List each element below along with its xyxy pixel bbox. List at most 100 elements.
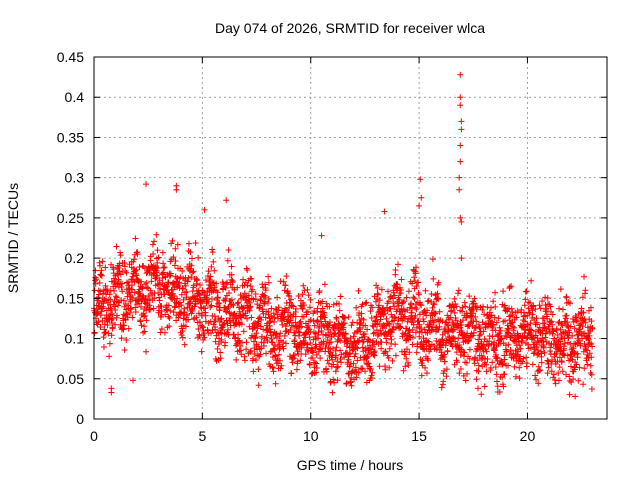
data-point [256, 314, 263, 321]
data-point [247, 348, 254, 355]
data-point [410, 319, 417, 326]
data-point [388, 336, 395, 343]
data-point [277, 330, 284, 337]
data-point [296, 332, 303, 339]
data-point [189, 255, 196, 262]
data-point [179, 328, 186, 335]
data-point [539, 335, 546, 342]
data-point [184, 278, 191, 285]
data-point [178, 331, 185, 338]
data-point [333, 315, 340, 322]
data-point [413, 349, 420, 356]
data-point [239, 311, 246, 318]
data-point [244, 315, 251, 322]
data-point [300, 282, 307, 289]
data-point [238, 321, 245, 328]
data-point [431, 310, 438, 317]
data-point [539, 298, 546, 305]
data-point [570, 376, 577, 383]
data-point [296, 329, 303, 336]
data-point [561, 340, 568, 347]
data-point [267, 326, 274, 333]
data-point [460, 372, 467, 379]
data-point [369, 304, 376, 311]
data-point [109, 325, 116, 332]
data-point [544, 370, 551, 377]
data-point [500, 383, 507, 390]
data-point [316, 288, 323, 294]
data-point [291, 340, 298, 347]
data-point [443, 366, 450, 373]
data-point [450, 304, 457, 311]
data-point [501, 356, 508, 363]
data-point [187, 265, 194, 272]
data-point [546, 329, 553, 336]
data-point [577, 342, 584, 349]
data-point [505, 362, 512, 369]
data-point [348, 382, 355, 389]
data-point [306, 304, 313, 311]
data-point [518, 306, 525, 313]
data-point [243, 346, 250, 353]
data-point [160, 269, 167, 276]
data-point [210, 258, 217, 265]
data-point [280, 339, 287, 346]
data-point [480, 303, 487, 310]
data-point [508, 283, 515, 290]
data-point [376, 297, 383, 304]
data-point [328, 339, 335, 346]
data-point [580, 381, 587, 388]
data-point [323, 368, 330, 375]
data-point [154, 264, 161, 271]
data-point [161, 329, 168, 336]
data-point [404, 318, 411, 325]
data-point [282, 340, 289, 347]
data-point [501, 371, 508, 378]
data-point [342, 314, 349, 321]
data-point [365, 360, 372, 367]
data-point [446, 302, 453, 309]
data-point [143, 284, 150, 291]
data-point [418, 194, 425, 201]
data-point [99, 258, 106, 265]
data-point [208, 295, 215, 302]
data-point [119, 280, 126, 287]
data-point [476, 344, 483, 351]
data-point [563, 371, 570, 378]
data-point [180, 315, 187, 322]
data-point [585, 336, 592, 343]
data-point [141, 328, 148, 335]
data-point [435, 296, 442, 303]
data-point [154, 247, 161, 254]
data-point [532, 372, 539, 379]
data-point [451, 295, 458, 302]
data-point [255, 366, 262, 373]
data-point [537, 305, 544, 312]
data-point [191, 303, 198, 310]
data-point [165, 279, 172, 286]
data-point [367, 365, 374, 372]
data-point [574, 350, 581, 357]
data-point [508, 320, 515, 327]
data-point [313, 369, 320, 376]
data-point [526, 300, 533, 307]
data-point [521, 309, 528, 316]
data-point [424, 307, 431, 314]
data-point [499, 360, 506, 367]
data-point [175, 280, 182, 287]
data-point [275, 351, 282, 358]
data-point [565, 334, 572, 341]
data-point [545, 364, 552, 371]
data-point [507, 334, 514, 341]
data-point [533, 343, 540, 350]
data-point [518, 337, 525, 344]
data-point [353, 374, 360, 381]
data-point [528, 327, 535, 334]
data-point [218, 336, 225, 343]
data-point [193, 275, 200, 282]
data-point [367, 308, 374, 315]
data-point [97, 323, 104, 330]
data-point [97, 312, 104, 319]
data-point [551, 377, 558, 383]
